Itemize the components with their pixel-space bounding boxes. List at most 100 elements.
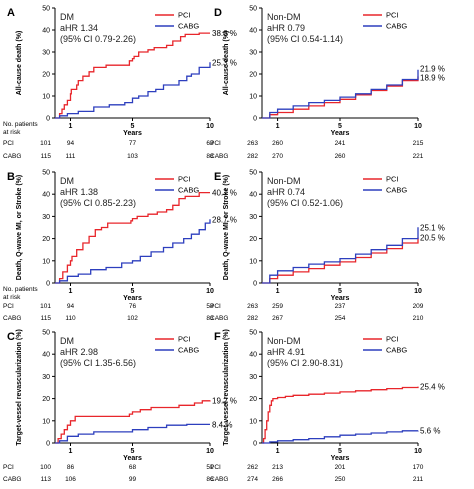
risk-table-header-b: No. patients [3, 286, 38, 293]
y-tick-label-d: 0 [253, 116, 257, 123]
annotation-line-e: (95% CI 0.52-1.06) [267, 198, 343, 208]
y-tick-label-d: 20 [249, 72, 257, 79]
risk-value-e: 254 [335, 315, 346, 322]
x-tick-label-d: 10 [414, 123, 422, 130]
annotation-line-e: aHR 0.74 [267, 187, 305, 197]
series-line-cabg-f [262, 430, 419, 444]
annotation-line-a: aHR 1.34 [60, 23, 98, 33]
annotation-line-b: DM [60, 176, 74, 186]
risk-value-a: 115 [41, 153, 52, 160]
risk-value-d: 282 [247, 153, 258, 160]
y-tick-label-c: 30 [42, 374, 50, 381]
x-tick-label-a: 5 [131, 123, 135, 130]
end-label-pci-e: 20.5 % [420, 233, 445, 242]
legend-label-d: PCI [386, 11, 399, 20]
end-label-pci-b: 40.7 % [212, 189, 237, 198]
end-label-cabg-f: 5.6 % [420, 427, 440, 436]
risk-value-c: 86 [67, 464, 75, 471]
risk-row-label-a: PCI [3, 140, 14, 147]
legend-label-b: CABG [178, 186, 199, 195]
risk-row-label-c: PCI [3, 464, 14, 471]
risk-table-header-a: No. patients [3, 121, 38, 128]
x-tick-label-c: 10 [206, 448, 214, 455]
risk-value-b: 94 [67, 303, 75, 310]
x-tick-label-e: 10 [414, 288, 422, 295]
x-tick-label-e: 5 [338, 288, 342, 295]
risk-value-b: 58 [206, 303, 214, 310]
risk-row-label-f: PCI [210, 464, 221, 471]
risk-value-a: 77 [129, 140, 137, 147]
y-tick-label-b: 10 [42, 258, 50, 265]
x-tick-label-b: 10 [206, 288, 214, 295]
risk-value-c: 99 [129, 476, 137, 483]
risk-value-a: 63 [206, 140, 214, 147]
risk-row-label-d: PCI [210, 140, 221, 147]
annotation-line-e: Non-DM [267, 176, 301, 186]
x-tick-label-e: 1 [276, 288, 280, 295]
y-tick-label-a: 0 [46, 116, 50, 123]
x-tick-label-d: 1 [276, 123, 280, 130]
risk-value-d: 241 [335, 140, 346, 147]
panel-letter-c: C [7, 331, 15, 343]
risk-value-a: 88 [206, 153, 214, 160]
y-tick-label-f: 30 [249, 374, 257, 381]
risk-value-f: 211 [413, 476, 424, 483]
y-tick-label-c: 40 [42, 352, 50, 359]
legend-label-f: PCI [386, 335, 399, 344]
y-tick-label-b: 40 [42, 192, 50, 199]
y-axis-label-a: All-cause death (%) [16, 31, 23, 96]
y-tick-label-e: 10 [249, 258, 257, 265]
y-tick-label-b: 20 [42, 236, 50, 243]
risk-value-f: 274 [247, 476, 258, 483]
series-line-cabg-e [262, 227, 419, 284]
end-label-pci-a: 38.6 % [212, 29, 237, 38]
legend-label-c: CABG [178, 346, 199, 355]
risk-row-label-e: CABG [210, 315, 228, 322]
risk-value-a: 103 [127, 153, 138, 160]
series-line-cabg-c [55, 423, 210, 444]
risk-value-e: 259 [272, 303, 283, 310]
y-tick-label-c: 20 [42, 396, 50, 403]
end-label-cabg-a: 25.3 % [212, 58, 237, 67]
end-label-pci-c: 19.2 % [212, 396, 237, 405]
risk-value-d: 263 [247, 140, 258, 147]
y-tick-label-d: 40 [249, 28, 257, 35]
legend-label-f: CABG [386, 346, 407, 355]
x-tick-label-a: 1 [69, 123, 73, 130]
end-label-cabg-b: 28.7 % [212, 215, 237, 224]
risk-value-e: 282 [247, 315, 258, 322]
y-tick-label-b: 0 [46, 281, 50, 288]
y-tick-label-f: 40 [249, 352, 257, 359]
y-tick-label-a: 50 [42, 6, 50, 13]
legend-label-e: CABG [386, 186, 407, 195]
series-line-pci-b [55, 191, 210, 284]
risk-value-a: 94 [67, 140, 75, 147]
y-axis-label-b: Death, Q-wave MI, or Stroke (%) [16, 175, 23, 280]
y-tick-label-d: 50 [249, 6, 257, 13]
y-tick-label-e: 50 [249, 170, 257, 177]
risk-table-header-b: at risk [3, 294, 21, 301]
y-tick-label-b: 50 [42, 170, 50, 177]
risk-value-d: 260 [335, 153, 346, 160]
risk-value-b: 110 [65, 315, 76, 322]
y-tick-label-e: 30 [249, 214, 257, 221]
x-axis-label-f: Years [331, 455, 350, 462]
y-tick-label-e: 40 [249, 192, 257, 199]
risk-value-d: 260 [272, 140, 283, 147]
y-tick-label-f: 50 [249, 330, 257, 337]
x-tick-label-c: 5 [131, 448, 135, 455]
series-line-cabg-b [55, 219, 211, 284]
risk-value-c: 68 [129, 464, 137, 471]
x-axis-label-b: Years [123, 295, 142, 302]
annotation-line-b: (95% CI 0.85-2.23) [60, 198, 136, 208]
annotation-line-c: (95% CI 1.35-6.56) [60, 358, 136, 368]
risk-value-d: 270 [272, 153, 283, 160]
risk-value-f: 266 [272, 476, 283, 483]
risk-value-f: 262 [247, 464, 258, 471]
risk-value-b: 76 [129, 303, 137, 310]
risk-value-e: 263 [247, 303, 258, 310]
series-line-pci-a [55, 32, 210, 119]
series-line-pci-d [262, 76, 419, 119]
y-tick-label-c: 0 [46, 441, 50, 448]
annotation-line-d: (95% CI 0.54-1.14) [267, 34, 343, 44]
